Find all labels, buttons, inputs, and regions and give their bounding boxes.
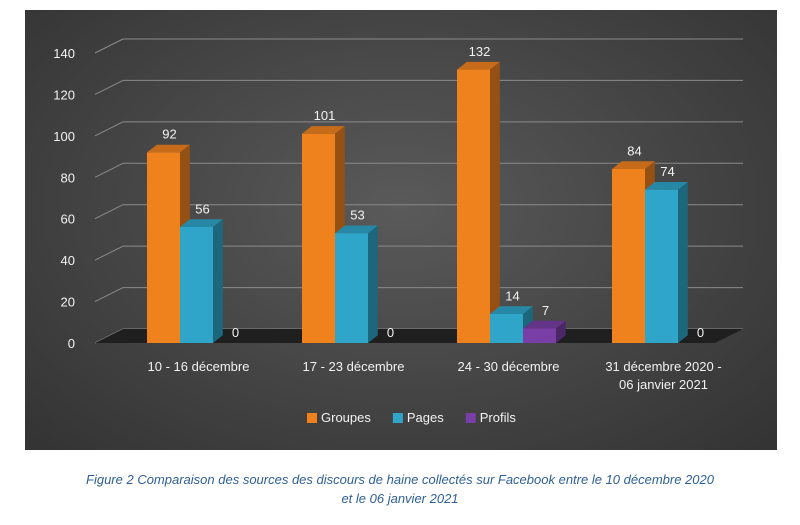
x-tick-label: 06 janvier 2021 [619,377,708,392]
bar-side [556,320,566,343]
x-tick-label: 10 - 16 décembre [148,359,250,374]
chart-floor [95,329,743,343]
y-tick-label: 120 [53,87,75,102]
bar-side [678,182,688,343]
data-label: 56 [195,201,209,216]
bar [147,152,180,343]
data-label: 92 [162,127,176,142]
bar-side [490,61,500,343]
bar-side [368,225,378,343]
y-tick-label: 40 [61,253,75,268]
bar-top [457,61,500,70]
bar-top [645,182,688,190]
gridline-depth [94,287,124,303]
data-label: 74 [660,164,674,179]
gridlines [94,38,743,344]
legend-swatch [307,413,317,423]
data-labels: 92 56 0 101 53 0 132 14 7 84 74 0 [162,44,704,340]
legend-swatch [465,413,476,423]
bar-top [612,161,655,169]
y-tick-label: 20 [61,295,75,310]
y-tick-label: 80 [61,170,75,185]
bar-top [302,126,345,134]
gridline-depth [94,245,124,261]
legend-swatch [392,413,403,423]
gridline-depth [94,162,124,178]
legend-entry: Profils [480,410,517,425]
legend-entry: Pages [407,410,444,425]
figure-caption: Figure 2 Comparaison des sources des dis… [0,470,800,508]
data-label: 53 [350,208,364,223]
caption-line-1: Figure 2 Comparaison des sources des dis… [86,472,714,487]
bar [490,314,523,343]
data-label: 132 [469,44,491,59]
bars [147,61,688,344]
x-tick-label: 24 - 30 décembre [458,359,560,374]
legend: Groupes Pages Profils [307,410,516,425]
y-tick-label: 60 [61,212,75,227]
data-label: 0 [387,325,394,340]
data-label: 7 [542,303,549,318]
bar [335,233,368,343]
y-tick-label: 0 [68,336,75,351]
legend-entry: Groupes [321,410,371,425]
x-tick-label: 17 - 23 décembre [303,359,405,374]
bar-top [147,144,190,153]
bar [523,328,556,343]
data-label: 101 [314,108,336,123]
data-label: 84 [627,143,641,158]
data-label: 0 [232,325,239,340]
data-label: 0 [697,325,704,340]
x-tick-label: 31 décembre 2020 - [605,359,721,374]
bar-top [523,320,566,329]
gridline-depth [94,79,124,95]
gridline-depth [94,204,124,220]
data-label: 14 [505,288,519,303]
y-tick-label: 100 [53,129,75,144]
bar [457,69,490,344]
bar-top [335,225,378,234]
bar [180,227,213,343]
bar [645,189,678,343]
y-tick-label: 140 [53,46,75,61]
chart-panel: 92 56 0 101 53 0 132 14 7 84 74 0 0 20 40 60 80 100 120 14… [25,10,777,450]
bar-chart: 92 56 0 101 53 0 132 14 7 84 74 0 0 20 40 60 80 100 120 14… [53,38,743,425]
bar-top [490,306,533,314]
gridline-depth [94,38,124,54]
caption-line-2: et le 06 janvier 2021 [341,491,459,506]
bar [612,169,645,343]
bar-side [213,219,223,343]
gridline-depth [94,121,124,137]
bar [302,133,335,343]
bar-top [180,219,223,227]
